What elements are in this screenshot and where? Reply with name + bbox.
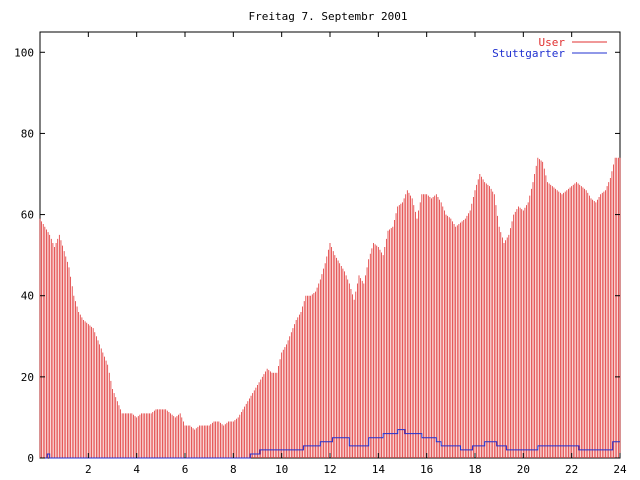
- stuttgarter-line-group: [40, 429, 620, 459]
- y-axis: 0 20 40 60 80 100: [14, 46, 620, 465]
- x-tick-label: 2: [85, 463, 92, 476]
- x-tick-label: 14: [372, 463, 386, 476]
- chart-title: Freitag 7. Septembr 2001: [249, 10, 408, 23]
- user-bars: [39, 157, 621, 458]
- stuttgarter-line: [40, 429, 620, 459]
- y-tick-label: 100: [14, 46, 34, 59]
- x-tick-label: 8: [230, 463, 237, 476]
- x-tick-label: 22: [565, 463, 578, 476]
- y-tick-label: 20: [21, 371, 34, 384]
- legend-label-user: User: [539, 36, 566, 49]
- y-tick-label: 0: [27, 452, 34, 465]
- x-tick-label: 18: [468, 463, 481, 476]
- x-tick-label: 24: [613, 463, 627, 476]
- x-tick-label: 10: [275, 463, 288, 476]
- y-tick-label: 40: [21, 290, 34, 303]
- x-tick-label: 20: [517, 463, 530, 476]
- x-tick-label: 12: [323, 463, 336, 476]
- y-tick-label: 60: [21, 209, 34, 222]
- y-tick-label: 80: [21, 127, 34, 140]
- legend-label-stuttgarter: Stuttgarter: [492, 47, 565, 60]
- x-axis: 2 4 6 8 10 12 14 16 18 20 22 24: [85, 32, 627, 476]
- x-tick-label: 6: [182, 463, 189, 476]
- x-tick-label: 4: [133, 463, 140, 476]
- x-tick-label: 16: [420, 463, 433, 476]
